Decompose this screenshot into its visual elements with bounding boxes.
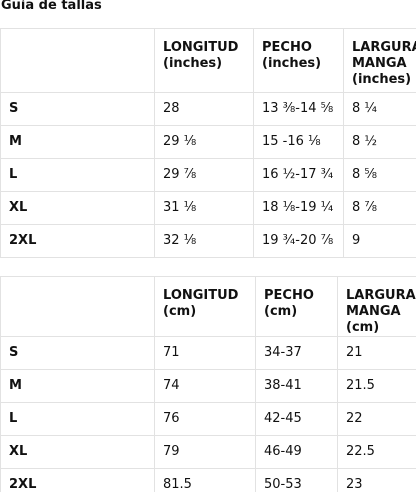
pecho-value: 13 ⅜-14 ⅝ [253,92,344,126]
page-title: Guía de tallas [1,0,102,13]
header-cell-longitud: LONGITUD (inches) [154,28,254,93]
largura-manga-value: 9 [343,224,416,258]
table-row: M 74 38-41 21.5 [0,369,416,403]
header-cell-size [0,28,155,93]
size-label: S [0,92,155,126]
header-cell-pecho: PECHO (cm) [255,276,338,337]
pecho-value: 34-37 [255,336,338,370]
table-row: XL 79 46-49 22.5 [0,435,416,469]
longitud-value: 29 ⅛ [154,125,254,159]
largura-manga-value: 21.5 [337,369,416,403]
longitud-value: 76 [154,402,256,436]
pecho-value: 38-41 [255,369,338,403]
size-label: M [0,125,155,159]
pecho-value: 46-49 [255,435,338,469]
table-row: L 29 ⅞ 16 ½-17 ¾ 8 ⅝ [0,158,416,192]
size-label: XL [0,191,155,225]
size-label: XL [0,435,155,469]
table-row: L 76 42-45 22 [0,402,416,436]
pecho-value: 42-45 [255,402,338,436]
table-header-row: LONGITUD (inches) PECHO (inches) LARGURA… [0,28,416,93]
largura-manga-value: 22 [337,402,416,436]
pecho-value: 16 ½-17 ¾ [253,158,344,192]
longitud-value: 74 [154,369,256,403]
largura-manga-value: 8 ½ [343,125,416,159]
table-row: S 71 34-37 21 [0,336,416,370]
table-row: M 29 ⅛ 15 -16 ⅛ 8 ½ [0,125,416,159]
size-label: L [0,158,155,192]
table-row: XL 31 ⅛ 18 ⅛-19 ¼ 8 ⅞ [0,191,416,225]
largura-manga-value: 8 ⅝ [343,158,416,192]
largura-manga-value: 21 [337,336,416,370]
header-cell-longitud: LONGITUD (cm) [154,276,256,337]
largura-manga-value: 8 ¼ [343,92,416,126]
header-cell-largura-manga: LARGURA MANGA (cm) [337,276,416,337]
header-cell-largura-manga: LARGURA MANGA (inches) [343,28,416,93]
longitud-value: 79 [154,435,256,469]
size-label: S [0,336,155,370]
pecho-value: 19 ¾-20 ⅞ [253,224,344,258]
header-cell-pecho: PECHO (inches) [253,28,344,93]
longitud-value: 28 [154,92,254,126]
table-row: S 28 13 ⅜-14 ⅝ 8 ¼ [0,92,416,126]
table-header-row: LONGITUD (cm) PECHO (cm) LARGURA MANGA (… [0,276,416,337]
longitud-value: 81.5 [154,468,256,492]
pecho-value: 15 -16 ⅛ [253,125,344,159]
size-label: L [0,402,155,436]
pecho-value: 50-53 [255,468,338,492]
longitud-value: 71 [154,336,256,370]
longitud-value: 29 ⅞ [154,158,254,192]
header-cell-size [0,276,155,337]
size-label: 2XL [0,468,155,492]
largura-manga-value: 8 ⅞ [343,191,416,225]
largura-manga-value: 23 [337,468,416,492]
size-table-inches: LONGITUD (inches) PECHO (inches) LARGURA… [0,28,416,258]
pecho-value: 18 ⅛-19 ¼ [253,191,344,225]
table-row: 2XL 32 ⅛ 19 ¾-20 ⅞ 9 [0,224,416,258]
longitud-value: 31 ⅛ [154,191,254,225]
size-label: 2XL [0,224,155,258]
size-table-cm: LONGITUD (cm) PECHO (cm) LARGURA MANGA (… [0,276,416,492]
table-row: 2XL 81.5 50-53 23 [0,468,416,492]
longitud-value: 32 ⅛ [154,224,254,258]
size-label: M [0,369,155,403]
largura-manga-value: 22.5 [337,435,416,469]
